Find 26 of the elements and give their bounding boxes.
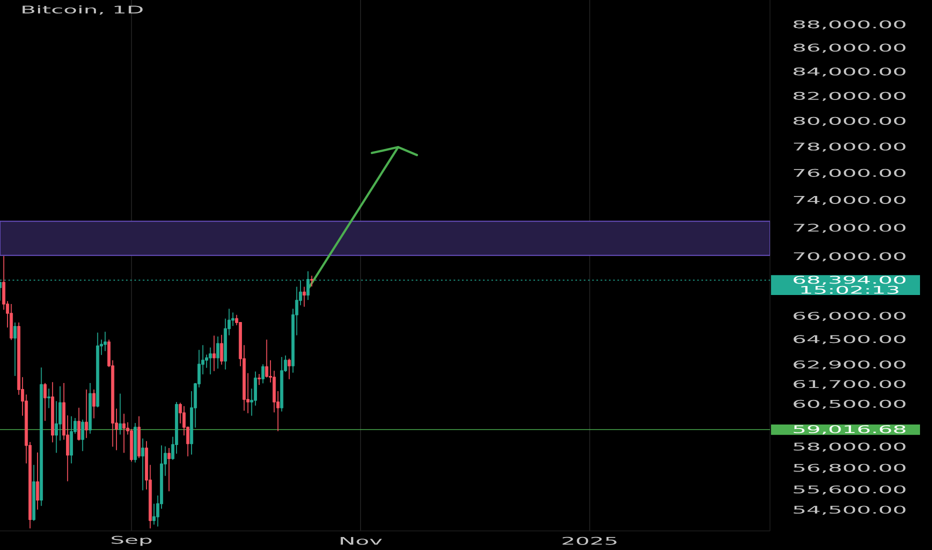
y-tick-label: 54,500.00 [794, 506, 906, 515]
y-tick-label: 70,000.00 [794, 252, 906, 262]
y-tick-label: 62,900.00 [794, 360, 906, 370]
y-tick-label: 80,000.00 [794, 116, 906, 126]
y-tick-label: 64,500.00 [794, 335, 906, 344]
chart-title: Bitcoin, 1D [22, 5, 143, 15]
y-tick-label: 82,000.00 [794, 92, 906, 101]
x-tick-label: 2025 [562, 536, 616, 545]
y-tick-label: 76,000.00 [794, 168, 906, 178]
y-tick-label: 72,000.00 [794, 224, 906, 233]
text: 15:02:13 [801, 286, 898, 294]
y-tick-label: 60,500.00 [794, 400, 906, 409]
y-tick-label: 58,000.00 [794, 442, 906, 452]
x-tick-label: Nov [340, 536, 382, 545]
y-tick-label: 61,700.00 [794, 380, 906, 390]
ref-line-label: 59,016.68 [794, 425, 906, 434]
y-tick-label: 74,000.00 [794, 196, 906, 205]
x-tick-label: Sep [112, 536, 152, 546]
y-tick-label: 55,600.00 [794, 485, 906, 494]
y-tick-label: 84,000.00 [794, 68, 906, 77]
y-tick-label: 88,000.00 [794, 20, 906, 30]
y-tick-label: 56,800.00 [794, 464, 906, 473]
y-tick-label: 78,000.00 [794, 142, 906, 152]
y-tick-label: 86,000.00 [794, 44, 906, 53]
y-tick-label: 66,000.00 [794, 312, 906, 321]
ref-line-label: 68,394.00 [794, 276, 906, 285]
